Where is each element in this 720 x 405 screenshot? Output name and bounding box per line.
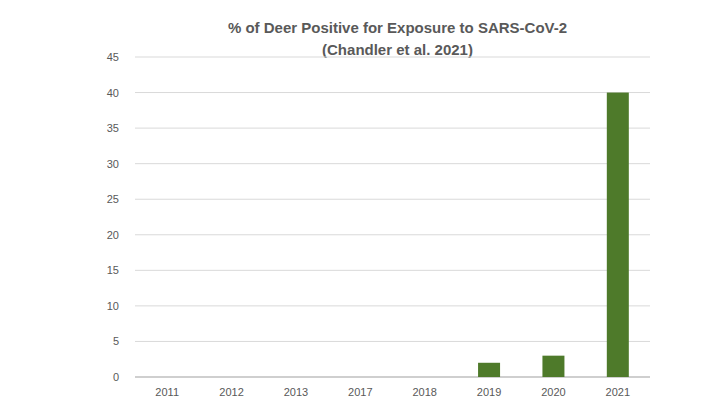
- bar: [349, 377, 371, 378]
- grid-line: [135, 128, 650, 129]
- x-tick-label: 2019: [477, 386, 501, 398]
- grid-line: [135, 377, 650, 378]
- bar: [285, 377, 307, 378]
- bar: [414, 377, 436, 378]
- chart-subtitle: (Chandler et al. 2021): [322, 41, 473, 58]
- grid-line: [135, 305, 650, 306]
- y-tick-label: 15: [107, 264, 119, 276]
- y-tick-label: 10: [107, 300, 119, 312]
- x-tick-label: 2011: [155, 386, 179, 398]
- x-tick-label: 2021: [606, 386, 630, 398]
- y-tick-label: 25: [107, 193, 119, 205]
- y-tick-label: 35: [107, 122, 119, 134]
- x-tick-label: 2013: [284, 386, 308, 398]
- y-tick-label: 5: [113, 335, 119, 347]
- y-tick-label: 40: [107, 87, 119, 99]
- x-tick-label: 2017: [348, 386, 372, 398]
- bar: [156, 377, 178, 378]
- grid-line: [135, 270, 650, 271]
- x-tick-label: 2020: [541, 386, 565, 398]
- y-tick-label: 45: [107, 51, 119, 63]
- grid-line: [135, 199, 650, 200]
- x-axis-line: [135, 377, 650, 378]
- y-tick-label: 20: [107, 229, 119, 241]
- chart-title: % of Deer Positive for Exposure to SARS-…: [228, 19, 567, 36]
- grid-line: [135, 57, 650, 58]
- x-tick-label: 2018: [412, 386, 436, 398]
- bar: [221, 377, 243, 378]
- chart-container: % of Deer Positive for Exposure to SARS-…: [0, 0, 720, 405]
- bar: [607, 93, 629, 377]
- bar: [478, 363, 500, 377]
- y-tick-label: 0: [113, 371, 119, 383]
- grid-line: [135, 92, 650, 93]
- x-tick-label: 2012: [219, 386, 243, 398]
- grid-line: [135, 341, 650, 342]
- chart-svg: % of Deer Positive for Exposure to SARS-…: [0, 0, 720, 405]
- bars: [478, 93, 629, 377]
- grid-line: [135, 163, 650, 164]
- y-tick-label: 30: [107, 158, 119, 170]
- grid-line: [135, 234, 650, 235]
- bar: [542, 356, 564, 377]
